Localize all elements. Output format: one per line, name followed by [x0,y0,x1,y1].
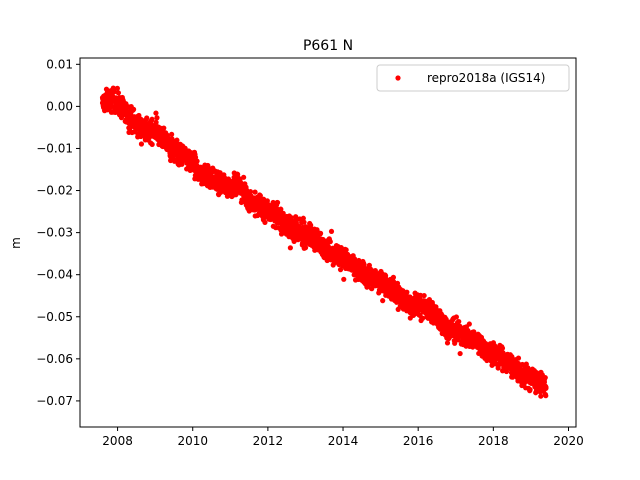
data-point [169,131,175,137]
data-point [382,273,389,279]
data-point [404,289,410,295]
data-point [174,137,180,143]
data-point [543,384,549,390]
data-point [466,321,472,327]
data-point [149,116,155,122]
data-point [262,219,268,226]
x-tick-label: 2016 [403,434,434,448]
data-point [499,345,506,351]
data-point [369,286,375,292]
data-point [324,257,330,264]
y-tick-label: −0.03 [36,226,73,240]
data-point [115,90,122,96]
data-point [419,315,426,321]
data-point [278,206,284,212]
data-point [247,189,254,195]
x-tick-label: 2008 [102,434,133,448]
data-point [241,174,247,180]
data-point [337,267,344,273]
data-point [390,279,397,285]
data-point [372,267,378,274]
y-tick-label: −0.07 [36,394,73,408]
data-point [153,119,159,125]
data-point [390,274,397,280]
data-point [300,215,306,221]
chart-title: P661 N [303,38,353,54]
data-point [452,340,458,346]
y-tick-label: −0.02 [36,184,73,198]
data-point [515,355,522,361]
data-point [421,292,427,299]
y-tick-label: 0.00 [46,99,73,113]
legend: repro2018a (IGS14) [376,64,570,92]
data-point [444,340,451,346]
data-point [302,245,309,251]
data-point [194,158,200,164]
data-point [301,219,307,225]
data-point [111,89,117,95]
data-point [317,230,324,236]
data-point [343,247,349,253]
data-point [130,106,137,112]
marks-layer [99,85,549,399]
x-tick-label: 2014 [328,434,359,448]
data-point [341,276,347,282]
plot-frame [79,57,577,428]
ticks-layer: 2008 2010 2012 2014 2016 2018 2020 0.01 0.00 −0.0… [36,57,584,448]
data-point [274,199,281,206]
data-point [153,110,159,116]
data-point [542,374,548,381]
data-point [456,318,462,325]
data-point [453,314,459,320]
data-point [114,85,120,91]
y-tick-label: −0.04 [36,268,73,282]
data-point [527,387,533,393]
y-tick-label: 0.01 [46,57,73,71]
data-point [509,354,515,360]
legend-label: repro2018a (IGS14) [427,71,545,85]
data-point [149,141,155,148]
legend-marker [395,75,401,81]
data-point [252,189,258,195]
data-point [154,115,160,121]
x-tick-label: 2020 [553,434,584,448]
x-tick-label: 2010 [177,434,208,448]
data-point [144,115,150,121]
legend-box [376,64,570,92]
data-point [205,164,211,171]
y-tick-label: −0.05 [36,310,73,324]
y-axis-label: m [9,237,23,249]
data-point [327,239,333,245]
data-point [328,228,335,235]
data-point [457,350,463,357]
data-point [161,125,167,131]
x-tick-label: 2018 [478,434,509,448]
y-tick-label: −0.06 [36,352,73,366]
data-point [287,245,293,251]
x-tick-label: 2012 [253,434,284,448]
data-point [138,141,145,147]
data-point [280,210,286,216]
data-point [538,393,544,399]
data-point [257,193,263,199]
data-point [380,298,386,304]
data-point [291,238,297,245]
data-point [543,393,549,399]
y-tick-label: −0.01 [36,141,73,155]
